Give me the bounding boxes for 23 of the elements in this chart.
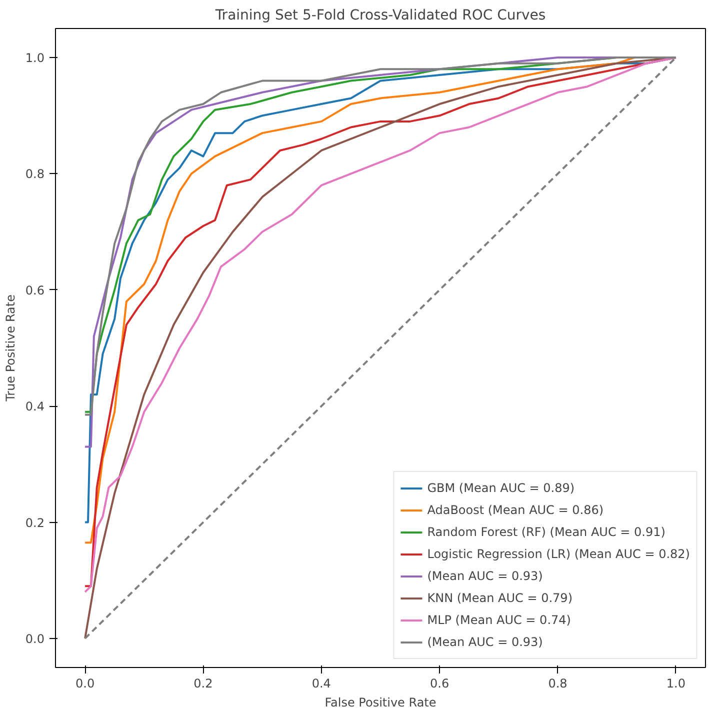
x-tick-label: 0.6 xyxy=(430,676,450,690)
x-tick-label: 0.8 xyxy=(548,676,568,690)
legend-label: Random Forest (RF) (Mean AUC = 0.91) xyxy=(427,525,666,539)
x-tick-label: 0.4 xyxy=(312,676,331,690)
x-tick-label: 0.2 xyxy=(194,676,213,690)
x-axis-title: False Positive Rate xyxy=(324,696,436,710)
y-tick-label: 1.0 xyxy=(25,51,45,66)
legend-label: KNN (Mean AUC = 0.79) xyxy=(427,591,573,605)
y-tick-label: 0.4 xyxy=(25,400,45,414)
chart-title: Training Set 5-Fold Cross-Validated ROC Curves xyxy=(214,8,546,24)
legend-label: Logistic Regression (LR) (Mean AUC = 0.82) xyxy=(427,547,690,561)
legend-label: GBM (Mean AUC = 0.89) xyxy=(427,481,575,495)
y-tick-label: 0.8 xyxy=(25,167,45,182)
legend-label: AdaBoost (Mean AUC = 0.86) xyxy=(427,503,604,517)
legend-label: (Mean AUC = 0.93) xyxy=(427,635,543,649)
y-tick-label: 0.6 xyxy=(25,283,45,298)
legend-label: MLP (Mean AUC = 0.74) xyxy=(427,613,571,627)
legend-label: (Mean AUC = 0.93) xyxy=(427,569,543,583)
y-tick-label: 0.0 xyxy=(25,632,45,646)
x-tick-label: 1.0 xyxy=(666,676,686,690)
x-tick-label: 0.0 xyxy=(76,676,95,690)
y-tick-label: 0.2 xyxy=(25,516,45,530)
y-axis-title: True Positive Rate xyxy=(3,294,18,402)
